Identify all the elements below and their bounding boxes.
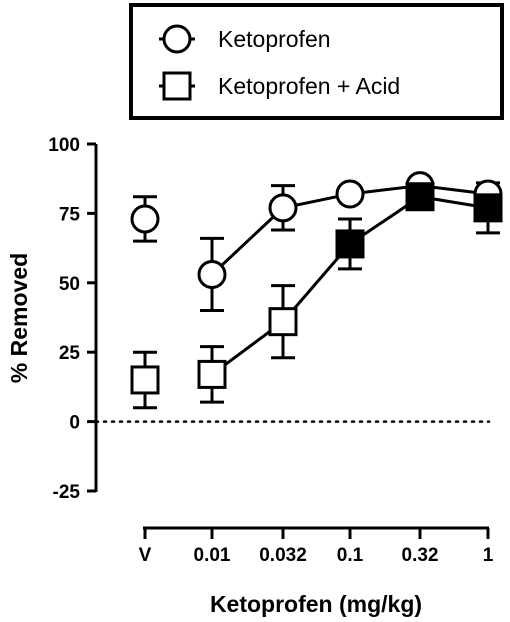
legend-item-ketoprofen-acid: Ketoprofen + Acid xyxy=(159,71,400,101)
y-tick-label: -25 xyxy=(53,482,81,503)
y-tick-label: 100 xyxy=(48,135,80,156)
point-ketoprofen-acid xyxy=(473,193,503,223)
y-ticks: 100 75 50 25 0 -25 xyxy=(48,135,96,503)
error-bars xyxy=(133,181,500,410)
y-tick-label: 0 xyxy=(69,413,80,434)
point-ketoprofen xyxy=(197,259,227,289)
point-ketoprofen-acid xyxy=(197,359,227,389)
point-ketoprofen-acid xyxy=(268,307,298,337)
y-axis: 100 75 50 25 0 -25 % Removed xyxy=(6,135,98,503)
y-tick-label: 50 xyxy=(59,274,80,295)
x-tick-label: 1 xyxy=(483,545,494,566)
x-axis-title: Ketoprofen (mg/kg) xyxy=(210,591,422,617)
data-markers xyxy=(130,171,503,395)
legend-marker-ketoprofen-acid xyxy=(162,71,192,101)
y-axis-title: % Removed xyxy=(6,253,32,383)
x-axis: V 0.01 0.032 0.1 0.32 1 Ketoprofen (mg/kg) xyxy=(139,526,494,617)
connector-lines xyxy=(210,184,489,376)
y-tick-label: 75 xyxy=(59,204,81,225)
point-ketoprofen-acid xyxy=(130,365,160,395)
x-tick-label: 0.32 xyxy=(402,545,439,566)
legend-marker-ketoprofen xyxy=(162,24,192,54)
x-tick-label: 0.1 xyxy=(337,545,364,566)
legend-frame xyxy=(129,3,504,120)
point-ketoprofen xyxy=(335,179,365,209)
point-ketoprofen xyxy=(268,193,298,223)
y-tick-label: 25 xyxy=(59,343,81,364)
legend-label-ketoprofen-acid: Ketoprofen + Acid xyxy=(218,73,400,99)
point-ketoprofen xyxy=(130,204,160,234)
legend-label-ketoprofen: Ketoprofen xyxy=(218,26,331,52)
point-ketoprofen-acid xyxy=(405,182,435,212)
legend: Ketoprofen Ketoprofen + Acid xyxy=(129,3,504,120)
legend-item-ketoprofen: Ketoprofen xyxy=(159,24,331,54)
x-tick-label: 0.032 xyxy=(259,545,307,566)
x-tick-label: 0.01 xyxy=(194,545,231,566)
plot-area xyxy=(130,171,503,410)
point-ketoprofen-acid xyxy=(335,229,365,259)
x-ticks: V 0.01 0.032 0.1 0.32 1 xyxy=(139,528,494,566)
x-tick-label: V xyxy=(139,545,152,566)
